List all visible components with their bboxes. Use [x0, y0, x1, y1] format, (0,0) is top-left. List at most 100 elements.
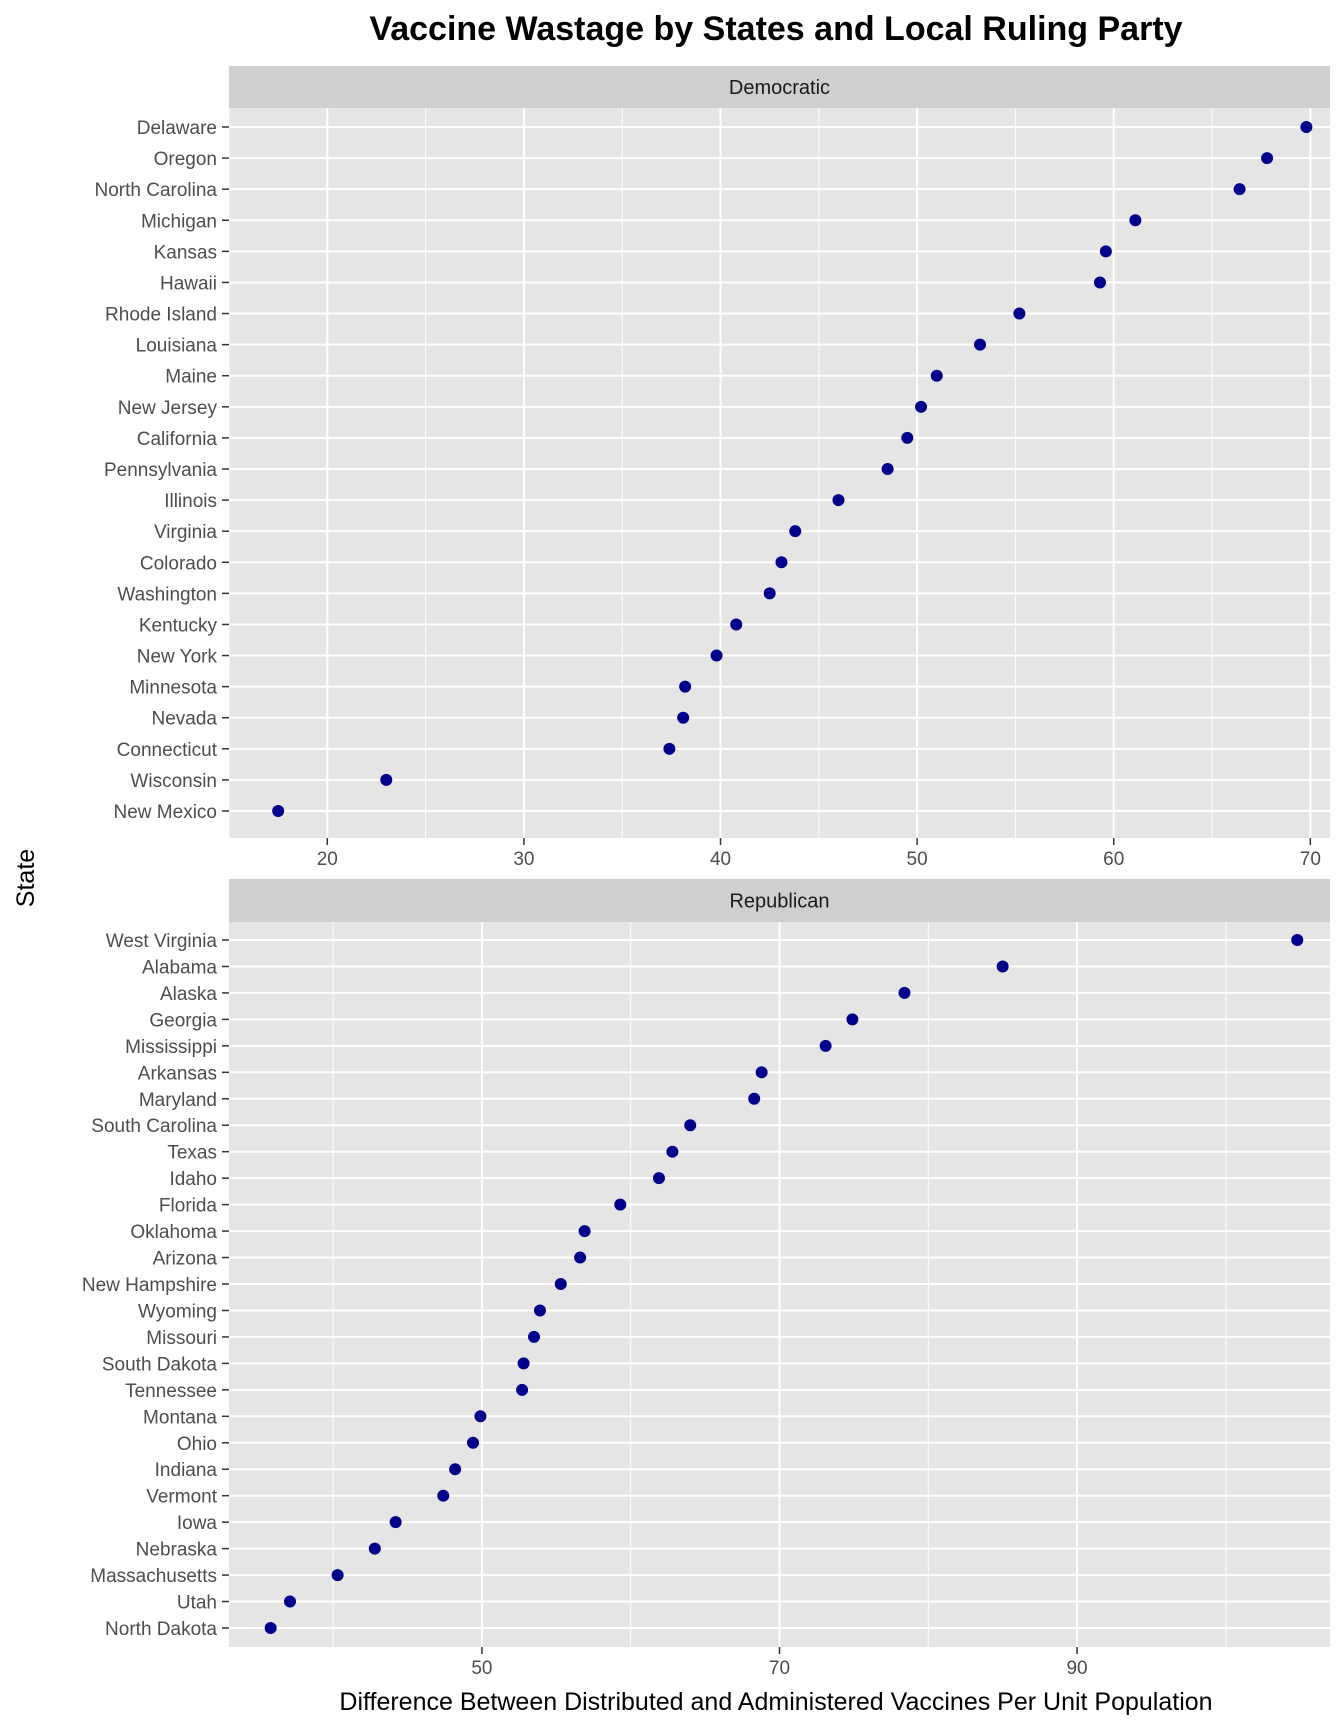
data-point	[1099, 245, 1112, 258]
chart-title: Vaccine Wastage by States and Local Ruli…	[369, 10, 1182, 48]
data-point	[898, 986, 911, 999]
data-point	[474, 1410, 487, 1423]
data-point	[901, 431, 914, 444]
y-axis-label: State	[12, 849, 40, 907]
y-tick-label: Virginia	[154, 522, 217, 543]
data-point	[389, 1516, 402, 1529]
y-tick-label: New York	[137, 647, 218, 668]
y-tick-label: Texas	[167, 1143, 217, 1164]
facet-strip	[229, 879, 1330, 922]
data-point	[974, 338, 987, 351]
data-point	[684, 1119, 697, 1132]
facet-strip-label: Republican	[729, 891, 829, 913]
y-tick-label: Louisiana	[136, 336, 218, 357]
data-point	[930, 369, 943, 382]
y-tick-label: Kansas	[154, 242, 217, 263]
x-tick-label: 20	[317, 849, 338, 870]
y-tick-label: Arkansas	[138, 1063, 217, 1084]
data-point	[516, 1383, 529, 1396]
data-point	[1129, 214, 1142, 227]
x-tick-label: 50	[907, 849, 928, 870]
y-tick-label: California	[137, 429, 218, 450]
data-point	[614, 1198, 627, 1211]
y-tick-label: Arizona	[153, 1249, 218, 1270]
y-tick-label: Michigan	[141, 211, 217, 232]
y-tick-label: Oklahoma	[130, 1222, 217, 1243]
data-point	[710, 649, 723, 662]
facet-strip	[229, 66, 1330, 108]
y-tick-label: New Jersey	[118, 398, 218, 419]
y-tick-label: Georgia	[149, 1010, 217, 1031]
y-tick-label: Indiana	[155, 1460, 218, 1481]
y-tick-label: Oregon	[154, 149, 217, 170]
facet-panel-republican: Republican West Virginia Alabama Alaska Geor…	[82, 879, 1330, 1679]
y-tick-label: Montana	[143, 1407, 217, 1428]
y-tick-label: Nevada	[152, 709, 218, 730]
data-point	[652, 1172, 665, 1185]
y-tick-label: Delaware	[137, 118, 217, 139]
y-tick-label: North Carolina	[95, 180, 218, 201]
data-point	[1300, 121, 1313, 133]
data-point	[331, 1569, 344, 1582]
data-point	[881, 463, 894, 475]
data-point	[1261, 152, 1274, 165]
x-tick-label: 40	[710, 849, 731, 870]
data-point	[755, 1066, 768, 1079]
data-point	[730, 618, 743, 631]
y-tick-label: North Dakota	[105, 1619, 217, 1640]
y-tick-label: Washington	[117, 584, 217, 605]
data-point	[789, 525, 802, 538]
data-point	[437, 1489, 450, 1502]
x-axis-label: Difference Between Distributed and Admin…	[339, 1688, 1212, 1716]
data-point	[677, 711, 690, 724]
y-tick-label: South Dakota	[102, 1354, 218, 1375]
y-tick-label: Rhode Island	[105, 305, 217, 326]
facet-panel-democratic: Democratic Delaware Oregon North Carolina Mi…	[95, 66, 1330, 870]
data-point	[846, 1013, 859, 1026]
data-point	[748, 1092, 761, 1105]
data-point	[284, 1595, 297, 1608]
x-tick-label: 60	[1103, 849, 1124, 870]
y-tick-label: Mississippi	[125, 1037, 217, 1058]
y-tick-label: Maine	[165, 367, 217, 388]
y-tick-label: Wisconsin	[130, 771, 217, 792]
data-point	[775, 556, 788, 569]
data-point	[264, 1622, 277, 1634]
data-point	[1233, 183, 1246, 196]
y-tick-label: Tennessee	[125, 1381, 217, 1402]
data-point	[578, 1225, 591, 1238]
data-point	[679, 680, 692, 693]
data-point	[467, 1436, 480, 1449]
y-tick-label: Nebraska	[136, 1540, 218, 1561]
data-point	[915, 400, 928, 413]
data-point	[368, 1542, 381, 1555]
y-tick-label: Alabama	[142, 957, 217, 978]
data-point	[272, 805, 285, 817]
data-point	[666, 1145, 679, 1158]
y-tick-label: Ohio	[177, 1434, 217, 1455]
x-tick-label: 70	[1300, 849, 1321, 870]
data-point	[1013, 307, 1026, 320]
data-point	[763, 587, 776, 600]
y-tick-label: Idaho	[169, 1169, 217, 1190]
y-tick-label: Utah	[177, 1593, 217, 1614]
y-tick-label: Iowa	[177, 1513, 218, 1534]
y-tick-label: New Mexico	[114, 802, 217, 823]
data-point	[517, 1357, 530, 1370]
data-point	[1093, 276, 1106, 289]
data-point	[663, 742, 676, 755]
panel-background	[229, 108, 1330, 838]
data-point	[832, 494, 845, 507]
y-tick-label: Minnesota	[129, 678, 217, 699]
data-point	[380, 773, 393, 786]
y-tick-label: Massachusetts	[90, 1566, 217, 1587]
facet-panels: Democratic Delaware Oregon North Carolina Mi…	[82, 66, 1330, 1679]
data-point	[533, 1304, 546, 1317]
x-tick-label: 70	[769, 1658, 790, 1679]
y-tick-label: Connecticut	[117, 740, 218, 761]
y-tick-label: Hawaii	[160, 273, 217, 294]
facet-strip-label: Democratic	[729, 77, 830, 99]
y-tick-label: Alaska	[160, 984, 217, 1005]
y-tick-label: Kentucky	[139, 615, 218, 636]
